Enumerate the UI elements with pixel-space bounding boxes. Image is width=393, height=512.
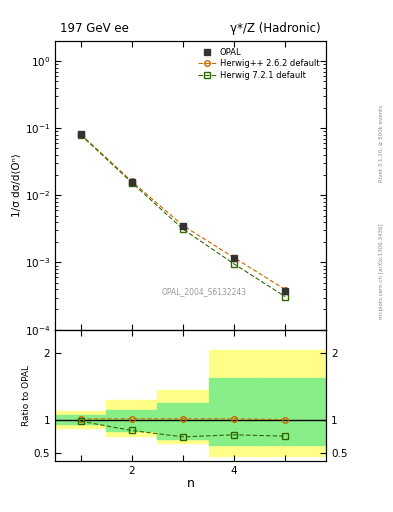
Text: 197 GeV ee: 197 GeV ee [61, 22, 129, 35]
Herwig++ 2.6.2 default [232, 254, 237, 261]
Herwig 7.2.1 default [78, 132, 83, 138]
Legend: OPAL, Herwig++ 2.6.2 default, Herwig 7.2.1 default: OPAL, Herwig++ 2.6.2 default, Herwig 7.2… [196, 45, 322, 82]
Herwig 7.2.1 default [283, 293, 288, 300]
Text: OPAL_2004_S6132243: OPAL_2004_S6132243 [162, 288, 247, 296]
Herwig++ 2.6.2 default [129, 178, 134, 184]
Text: Rivet 3.1.10, ≥ 500k events: Rivet 3.1.10, ≥ 500k events [379, 105, 384, 182]
Text: γ*/Z (Hadronic): γ*/Z (Hadronic) [230, 22, 321, 35]
Herwig++ 2.6.2 default [180, 223, 185, 229]
Line: Herwig++ 2.6.2 default: Herwig++ 2.6.2 default [78, 131, 288, 292]
Y-axis label: 1/σ dσ/d⟨Oⁿ⟩: 1/σ dσ/d⟨Oⁿ⟩ [12, 154, 22, 217]
Line: Herwig 7.2.1 default: Herwig 7.2.1 default [78, 132, 288, 300]
Herwig++ 2.6.2 default [283, 287, 288, 293]
X-axis label: n: n [187, 477, 195, 490]
Herwig 7.2.1 default [180, 226, 185, 232]
Herwig 7.2.1 default [232, 261, 237, 267]
Text: mcplots.cern.ch [arXiv:1306.3436]: mcplots.cern.ch [arXiv:1306.3436] [379, 224, 384, 319]
Herwig++ 2.6.2 default [78, 131, 83, 137]
Herwig 7.2.1 default [129, 180, 134, 186]
Y-axis label: Ratio to OPAL: Ratio to OPAL [22, 365, 31, 425]
